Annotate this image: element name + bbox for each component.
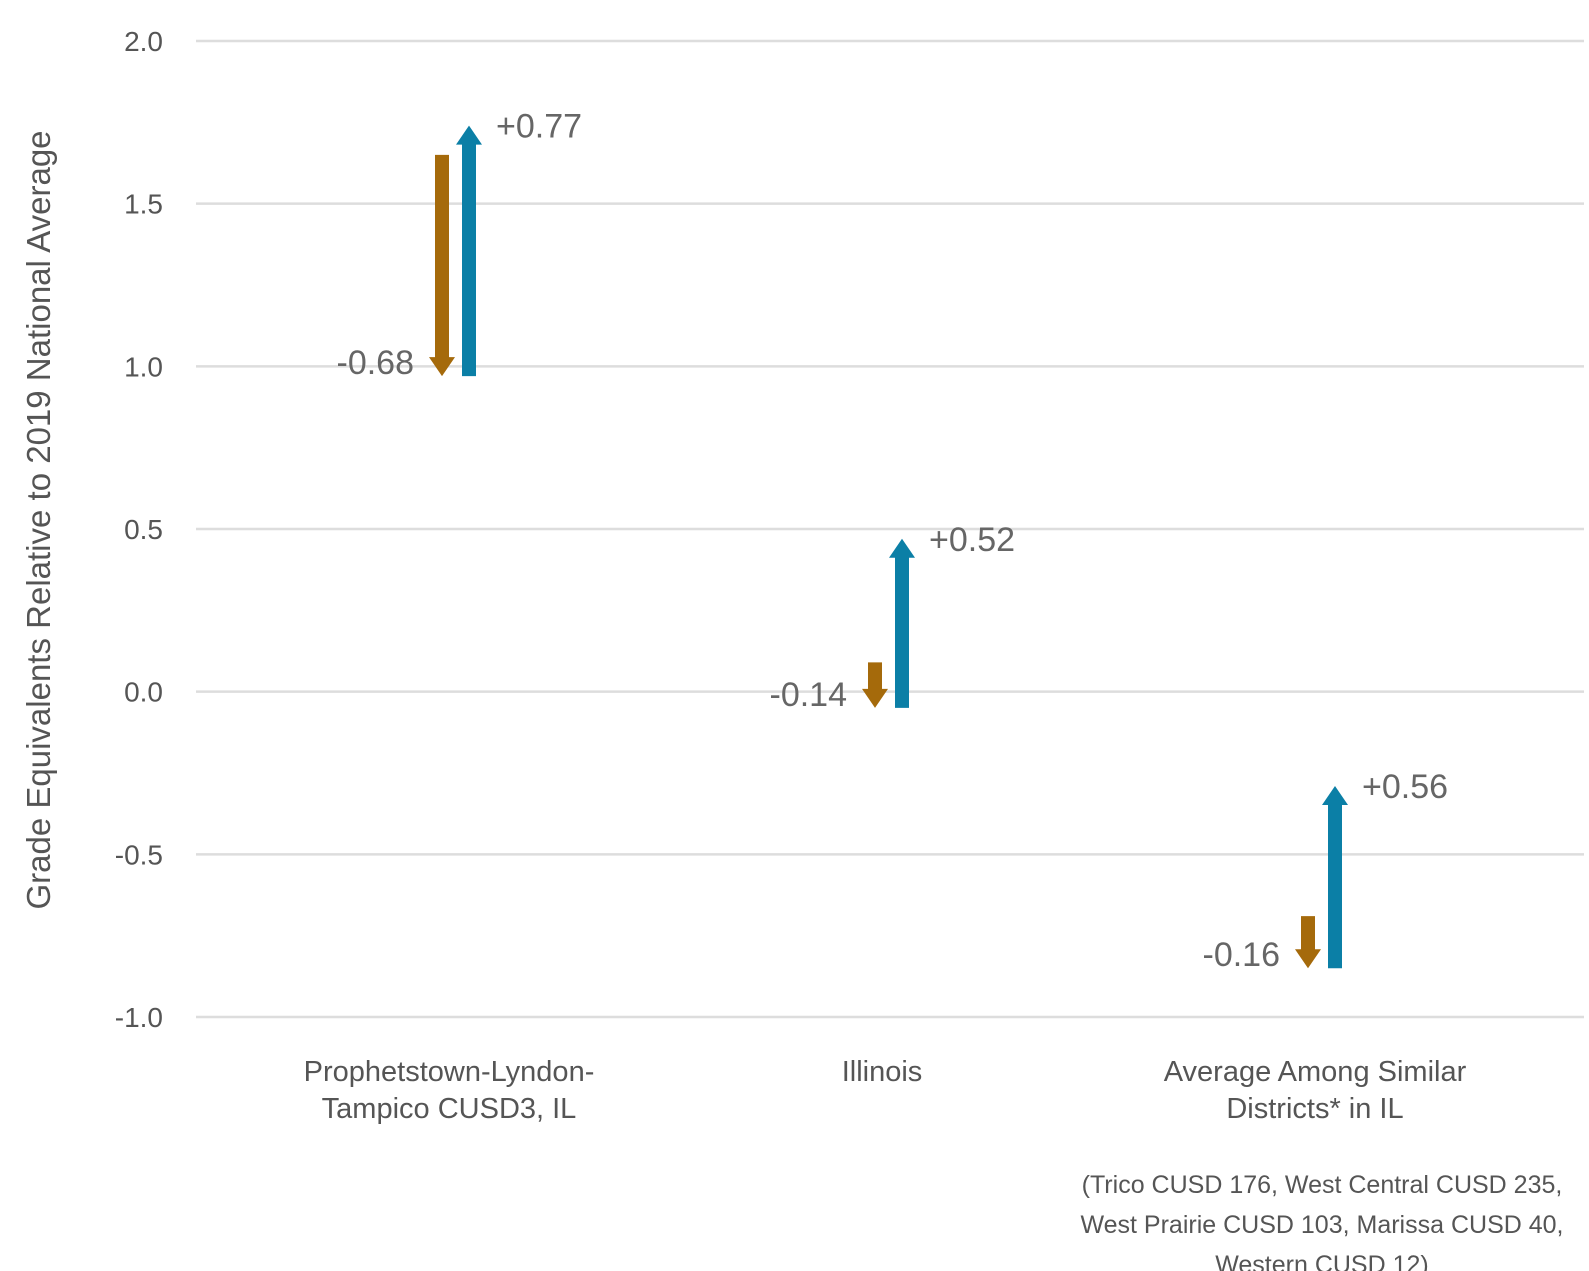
category-label: Illinois [842, 1056, 923, 1088]
decline-arrow [429, 154, 455, 377]
category-label: Districts* in IL [1226, 1093, 1403, 1125]
decline-value-label: -0.14 [770, 676, 848, 714]
recovery-arrow [456, 125, 482, 377]
decline-value-label: -0.68 [337, 344, 415, 382]
category-label: Prophetstown-Lyndon- [304, 1056, 595, 1088]
gridlines [196, 39, 1584, 1019]
footnote-line: (Trico CUSD 176, West Central CUSD 235, [1082, 1171, 1563, 1199]
y-tick-label: -0.5 [115, 839, 163, 870]
recovery-arrow [889, 538, 915, 708]
y-tick-label: 1.5 [124, 189, 163, 220]
recovery-value-label: +0.52 [929, 521, 1015, 559]
footnote-line: West Prairie CUSD 103, Marissa CUSD 40, [1080, 1211, 1563, 1239]
recovery-value-label: +0.77 [496, 108, 582, 146]
recovery-arrow [1322, 786, 1348, 969]
category-labels: Prophetstown-Lyndon- Tampico CUSD3, IL Ill… [304, 1056, 1467, 1125]
y-tick-label: 2.0 [124, 26, 163, 57]
y-tick-labels: 2.0 1.5 1.0 0.5 0.0 -0.5 -1.0 [115, 26, 163, 1033]
y-tick-label: 0.0 [124, 677, 163, 708]
decline-arrow [862, 662, 888, 708]
category-label: Tampico CUSD3, IL [322, 1093, 577, 1125]
decline-arrow [1295, 916, 1321, 969]
recovery-value-label: +0.56 [1362, 768, 1448, 806]
category-label: Average Among Similar [1164, 1056, 1467, 1088]
decline-value-label: -0.16 [1203, 936, 1281, 974]
y-tick-label: 0.5 [124, 514, 163, 545]
y-tick-label: -1.0 [115, 1002, 163, 1033]
data-arrows: -0.68 +0.77 -0.14 +0.52 -0.16 +0.56 [337, 108, 1449, 975]
y-tick-label: 1.0 [124, 351, 163, 382]
y-axis-title: Grade Equivalents Relative to 2019 Natio… [20, 130, 57, 909]
footnote-line: Western CUSD 12) [1215, 1251, 1429, 1271]
footnote: (Trico CUSD 176, West Central CUSD 235, W… [1080, 1171, 1563, 1271]
